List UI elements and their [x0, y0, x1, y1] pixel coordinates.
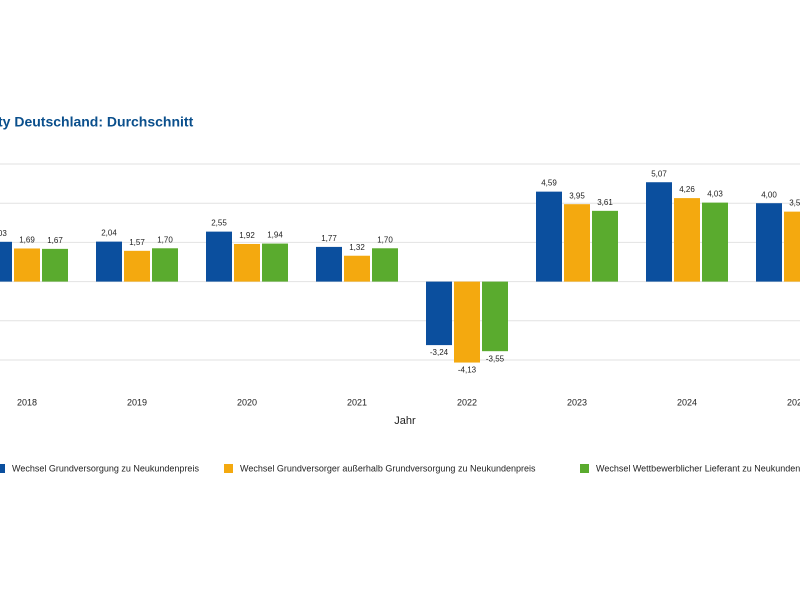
bar	[756, 203, 782, 282]
value-label: 1,70	[377, 235, 393, 244]
bar	[344, 255, 370, 282]
value-label: 1,94	[267, 231, 283, 240]
bar	[564, 204, 590, 282]
x-tick-label: 2018	[17, 397, 37, 407]
value-label: 5,07	[651, 169, 667, 178]
x-tick-label: 2020	[237, 397, 257, 407]
value-label: 1,92	[239, 231, 255, 240]
value-label: 1,69	[19, 236, 35, 245]
bar	[536, 191, 562, 282]
bar	[784, 211, 800, 282]
value-label: 1,57	[129, 238, 145, 247]
bar	[316, 246, 342, 282]
bar	[152, 248, 178, 282]
x-tick-label: 2023	[567, 397, 587, 407]
value-label: 2,03	[0, 229, 7, 238]
value-label: 2,04	[101, 229, 117, 238]
bar	[646, 182, 672, 282]
value-label: -3,55	[486, 354, 505, 363]
legend-label: Wechsel Grundversorger außerhalb Grundve…	[240, 463, 536, 473]
bar	[0, 241, 12, 282]
value-label: 1,67	[47, 236, 63, 245]
legend-swatch	[224, 464, 233, 473]
bar	[482, 281, 508, 352]
bar	[262, 243, 288, 282]
bar	[702, 202, 728, 282]
value-label: 3,57	[789, 199, 800, 208]
bar	[674, 198, 700, 282]
bar	[96, 241, 122, 282]
legend-label: Wechsel Grundversorgung zu Neukundenprei…	[12, 463, 199, 473]
legend-swatch	[0, 464, 5, 473]
bar	[234, 243, 260, 282]
x-tick-label: 2021	[347, 397, 367, 407]
value-label: 1,77	[321, 234, 337, 243]
bar	[14, 248, 40, 282]
value-label: 2,55	[211, 219, 227, 228]
value-label: 1,32	[349, 243, 365, 252]
x-tick-label: 2024	[677, 397, 697, 407]
value-label: 1,70	[157, 235, 173, 244]
value-label: 4,03	[707, 190, 723, 199]
legend-swatch	[580, 464, 589, 473]
value-label: -3,24	[430, 348, 449, 357]
bar	[206, 231, 232, 282]
x-axis-label: Jahr	[394, 415, 416, 427]
value-label: 3,95	[569, 191, 585, 200]
bar	[454, 281, 480, 363]
x-tick-label: 2019	[127, 397, 147, 407]
bar	[426, 281, 452, 346]
bar	[42, 248, 68, 282]
value-label: 4,26	[679, 185, 695, 194]
value-label: 3,61	[597, 198, 613, 207]
value-label: -4,13	[458, 366, 477, 375]
legend-label: Wechsel Wettbewerblicher Lieferant zu Ne…	[596, 463, 800, 473]
bar	[124, 250, 150, 282]
value-label: 4,59	[541, 179, 557, 188]
x-tick-label: 2022	[457, 397, 477, 407]
value-label: 4,00	[761, 190, 777, 199]
x-tick-label: 2025	[787, 397, 800, 407]
chart-title: ty Deutschland: Durchschnitt	[0, 114, 194, 130]
bar	[372, 248, 398, 282]
bar	[592, 210, 618, 282]
